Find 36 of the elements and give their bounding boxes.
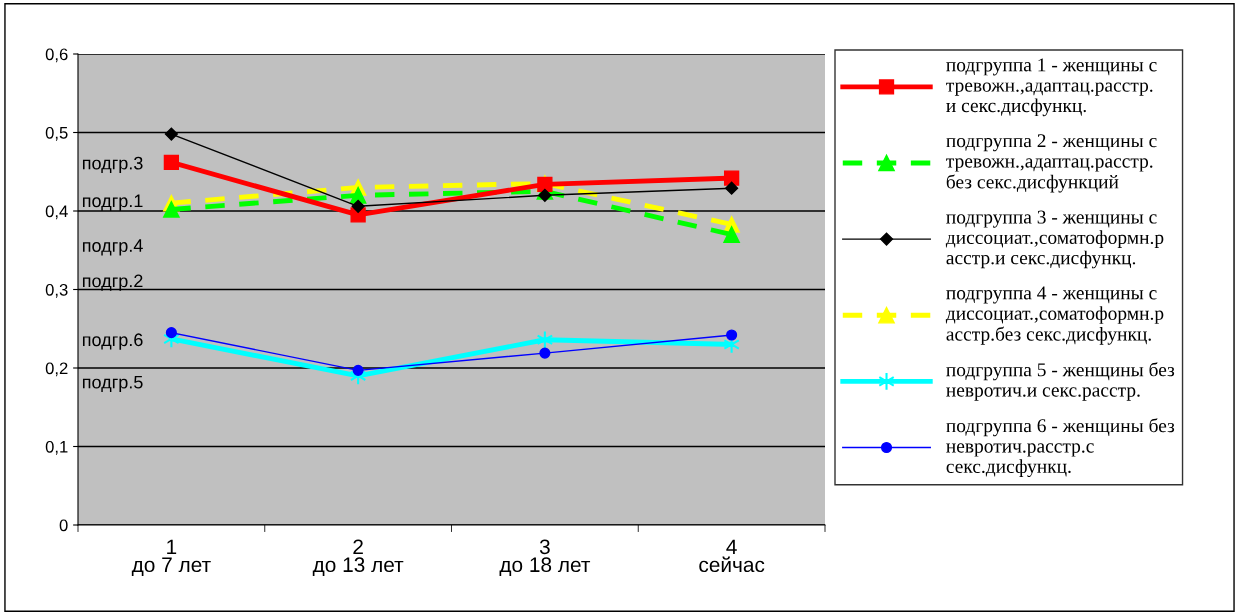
point: [726, 329, 738, 341]
y-tick-label: 0,3: [45, 283, 68, 298]
point: [351, 199, 365, 213]
x-tick-label: 2 до 13 лет: [312, 539, 404, 577]
point: [164, 127, 178, 141]
point: [725, 181, 739, 195]
x-tick-label: 3 до 18 лет: [499, 539, 591, 577]
y-tick-label: 0,6: [45, 48, 68, 63]
y-tick-label: 0,4: [45, 205, 68, 220]
legend-label: подгруппа 1 - женщины с тревожн.,адаптац.расстр.и секс.дисфункц.: [946, 58, 1157, 117]
legend-label: подгруппа 3 - женщины с диссоциат.,соматоформн.расстр.и секс.дисфункц.: [945, 210, 1164, 269]
annotation: подгр.6: [82, 333, 143, 350]
annotation: подгр.4: [82, 239, 143, 256]
point: [538, 188, 552, 202]
point: [163, 154, 180, 170]
x-tick-label: 1 до 7 лет: [131, 539, 211, 577]
point: [163, 201, 180, 218]
point: [723, 226, 740, 243]
annotation: подгр.3: [82, 156, 143, 174]
y-tick-label: 0,5: [45, 126, 68, 141]
annotation: подгр.1: [82, 194, 143, 211]
y-tick-label: 0: [59, 519, 68, 532]
point: [349, 186, 367, 204]
annotation: подгр.2: [82, 274, 143, 291]
point: [165, 327, 177, 339]
point: [723, 170, 740, 186]
x-tick-label: 4 сейчас: [699, 539, 765, 573]
legend-label: подгруппа 5 - женщины без невротич.и секс.расстр.: [946, 362, 1175, 401]
point: [352, 364, 364, 376]
legend-label: подгруппа 4 - женщины с диссоциат.,соматоформн.расстр.без секс.дисфункц.: [945, 286, 1164, 345]
annotation: подгр.5: [82, 375, 143, 393]
point: [539, 347, 551, 359]
y-tick-label: 0,2: [45, 362, 68, 377]
legend-label: подгруппа 6 - женщины без невротич.расстр.с секс.дисфункц.: [946, 418, 1175, 477]
legend-label: подгруппа 2 - женщины с тревожн.,адаптац.расстр.без секс.дисфункций: [946, 134, 1157, 193]
y-tick-label: 0,1: [45, 440, 68, 455]
